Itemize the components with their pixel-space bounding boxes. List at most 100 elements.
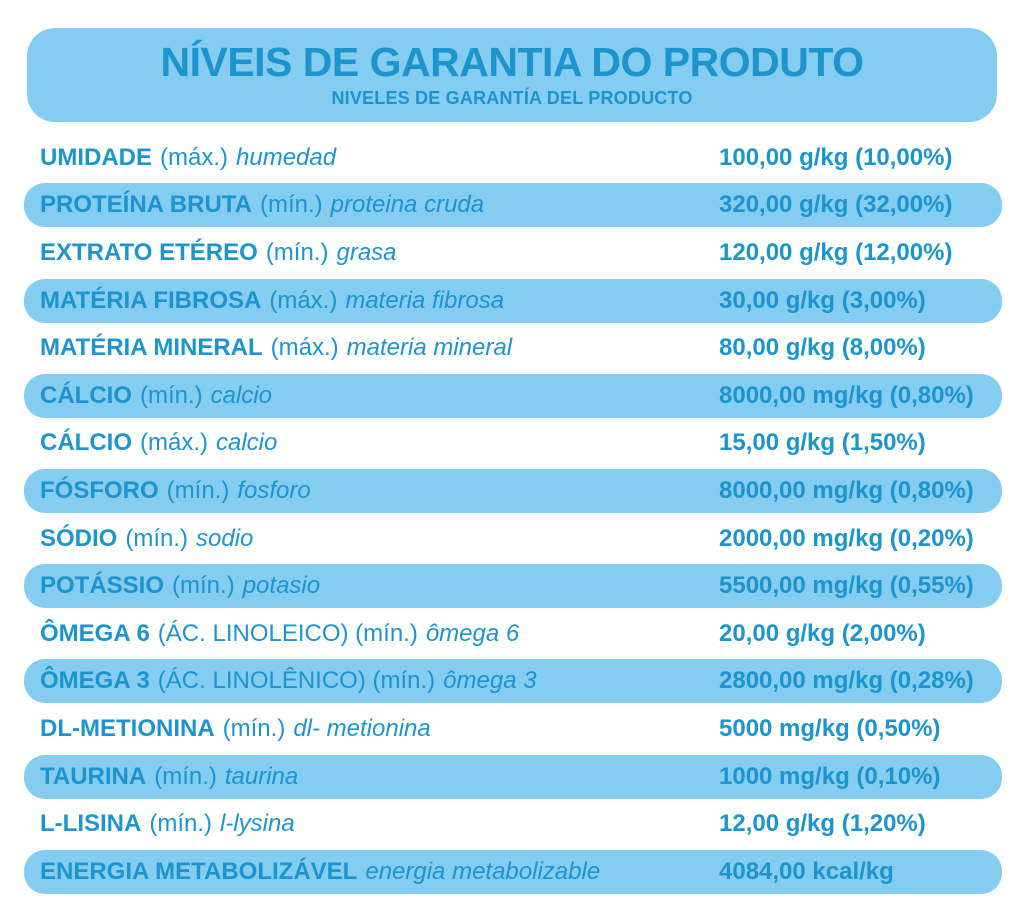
nutrient-qualifier: (máx.): [270, 334, 339, 362]
nutrient-name: FÓSFORO: [40, 476, 159, 504]
table-row: SÓDIO (mín.) sodio 2000,00 mg/kg (0,20%): [0, 515, 1024, 563]
nutrient-translation: energia metabolizable: [365, 857, 601, 885]
nutrient-qualifier: (mín.): [140, 381, 203, 409]
page-title: NÍVEIS DE GARANTIA DO PRODUTO: [160, 38, 864, 85]
nutrient-qualifier: (mín.): [172, 572, 235, 600]
nutrient-translation: materia fibrosa: [345, 286, 505, 314]
nutrient-qualifier: (mín.): [149, 810, 212, 838]
nutrient-label: UMIDADE (máx.) humedad: [40, 134, 336, 182]
nutrient-label: FÓSFORO (mín.) fosforo: [40, 467, 311, 515]
nutrient-name: ENERGIA METABOLIZÁVEL: [40, 857, 358, 885]
nutrient-name: SÓDIO: [40, 524, 118, 552]
nutrient-translation: ômega 6: [425, 619, 520, 647]
nutrient-qualifier: (ÁC. LINOLÊNICO) (mín.): [157, 667, 436, 695]
table-row: UMIDADE (máx.) humedad 100,00 g/kg (10,0…: [0, 134, 1024, 182]
table-row: MATÉRIA FIBROSA (máx.) materia fibrosa 3…: [0, 277, 1024, 325]
nutrient-translation: grasa: [336, 238, 397, 266]
nutrient-name: MATÉRIA FIBROSA: [40, 286, 262, 314]
nutrient-translation: materia mineral: [346, 334, 513, 362]
nutrient-label: MATÉRIA FIBROSA (máx.) materia fibrosa: [40, 277, 504, 325]
nutrient-name: EXTRATO ETÉREO: [40, 238, 258, 266]
nutrient-qualifier: (máx.): [140, 429, 208, 457]
nutrient-qualifier: (mín.): [154, 762, 217, 790]
table-row: DL-METIONINA (mín.) dl- metionina 5000 m…: [0, 705, 1024, 753]
nutrient-value: 15,00 g/kg (1,50%): [719, 429, 926, 457]
nutrient-name: PROTEÍNA BRUTA: [40, 191, 252, 219]
nutrient-qualifier: (ÁC. LINOLEICO) (mín.): [157, 619, 418, 647]
nutrient-translation: humedad: [236, 143, 337, 171]
nutrient-value: 120,00 g/kg (12,00%): [719, 238, 953, 266]
nutrient-translation: ômega 3: [443, 667, 537, 695]
nutrient-qualifier: (máx.): [269, 286, 338, 314]
nutrient-label: ENERGIA METABOLIZÁVEL energia metaboliza…: [40, 848, 600, 896]
nutrient-value: 100,00 g/kg (10,00%): [719, 143, 953, 171]
nutrient-translation: proteina cruda: [330, 191, 485, 219]
table-row: MATÉRIA MINERAL (máx.) materia mineral 8…: [0, 324, 1024, 372]
nutrient-name: ÔMEGA 3: [40, 667, 150, 695]
table-row: POTÁSSIO (mín.) potasio 5500,00 mg/kg (0…: [0, 562, 1024, 610]
nutrient-value: 1000 mg/kg (0,10%): [719, 762, 941, 790]
nutrient-value: 5500,00 mg/kg (0,55%): [719, 572, 974, 600]
nutrient-label: TAURINA (mín.) taurina: [40, 753, 298, 801]
nutrient-value: 20,00 g/kg (2,00%): [719, 619, 926, 647]
nutrient-label: EXTRATO ETÉREO (mín.) grasa: [40, 229, 397, 277]
nutrient-name: TAURINA: [40, 762, 147, 790]
nutrient-label: DL-METIONINA (mín.) dl- metionina: [40, 705, 431, 753]
table-row: CÁLCIO (mín.) calcio 8000,00 mg/kg (0,80…: [0, 372, 1024, 420]
table-row: ÔMEGA 6 (ÁC. LINOLEICO) (mín.) ômega 6 2…: [0, 610, 1024, 658]
nutrient-value: 12,00 g/kg (1,20%): [719, 810, 926, 838]
table-row: ENERGIA METABOLIZÁVEL energia metaboliza…: [0, 848, 1024, 896]
nutrient-translation: sodio: [196, 524, 254, 552]
nutrient-qualifier: (mín.): [125, 524, 189, 552]
table-row: TAURINA (mín.) taurina 1000 mg/kg (0,10%…: [0, 753, 1024, 801]
nutrient-name: CÁLCIO: [40, 429, 132, 457]
nutrient-label: MATÉRIA MINERAL (máx.) materia mineral: [40, 324, 512, 372]
table-row: PROTEÍNA BRUTA (mín.) proteina cruda 320…: [0, 182, 1024, 230]
nutrient-qualifier: (máx.): [160, 143, 228, 171]
nutrient-label: PROTEÍNA BRUTA (mín.) proteina cruda: [40, 182, 484, 230]
nutrient-value: 5000 mg/kg (0,50%): [719, 714, 941, 742]
nutrient-name: CÁLCIO: [40, 381, 132, 409]
nutrient-translation: potasio: [242, 572, 321, 600]
guarantee-header: NÍVEIS DE GARANTIA DO PRODUTO NIVELES DE…: [27, 28, 997, 122]
table-row: CÁLCIO (máx.) calcio 15,00 g/kg (1,50%): [0, 420, 1024, 468]
nutrient-label: L-LISINA (mín.) l-lysina: [40, 800, 295, 848]
nutrient-translation: calcio: [210, 381, 273, 409]
nutrient-value: 8000,00 mg/kg (0,80%): [719, 381, 974, 409]
nutrient-translation: calcio: [216, 429, 278, 457]
nutrient-value: 80,00 g/kg (8,00%): [719, 334, 926, 362]
nutrient-translation: fosforo: [237, 476, 311, 504]
nutrient-translation: taurina: [224, 762, 299, 790]
table-row: EXTRATO ETÉREO (mín.) grasa 120,00 g/kg …: [0, 229, 1024, 277]
nutrient-qualifier: (mín.): [166, 476, 230, 504]
nutrient-name: MATÉRIA MINERAL: [40, 334, 263, 362]
nutrient-value: 30,00 g/kg (3,00%): [719, 286, 926, 314]
nutrient-name: ÔMEGA 6: [40, 619, 150, 647]
nutrient-qualifier: (mín.): [265, 238, 329, 266]
nutrient-label: CÁLCIO (máx.) calcio: [40, 420, 277, 468]
nutrient-label: POTÁSSIO (mín.) potasio: [40, 562, 320, 610]
table-row: FÓSFORO (mín.) fosforo 8000,00 mg/kg (0,…: [0, 467, 1024, 515]
nutrient-value: 8000,00 mg/kg (0,80%): [719, 476, 974, 504]
nutrient-qualifier: (mín.): [222, 714, 286, 742]
nutrient-label: CÁLCIO (mín.) calcio: [40, 372, 272, 420]
nutrient-label: ÔMEGA 3 (ÁC. LINOLÊNICO) (mín.) ômega 3: [40, 658, 537, 706]
page-subtitle: NIVELES DE GARANTÍA DEL PRODUCTO: [331, 88, 693, 109]
nutrient-qualifier: (mín.): [260, 191, 323, 219]
nutrient-label: SÓDIO (mín.) sodio: [40, 515, 253, 563]
nutrient-translation: dl- metionina: [293, 714, 431, 742]
nutrient-name: DL-METIONINA: [40, 714, 215, 742]
nutrient-value: 320,00 g/kg (32,00%): [719, 191, 953, 219]
nutrient-translation: l-lysina: [220, 810, 295, 838]
nutrient-label: ÔMEGA 6 (ÁC. LINOLEICO) (mín.) ômega 6: [40, 610, 519, 658]
nutrient-name: UMIDADE: [40, 143, 152, 171]
nutrient-name: POTÁSSIO: [40, 572, 165, 600]
nutrient-value: 4084,00 kcal/kg: [719, 857, 894, 885]
nutrient-value: 2000,00 mg/kg (0,20%): [719, 524, 974, 552]
table-row: ÔMEGA 3 (ÁC. LINOLÊNICO) (mín.) ômega 3 …: [0, 658, 1024, 706]
nutrient-name: L-LISINA: [40, 810, 142, 838]
table-row: L-LISINA (mín.) l-lysina 12,00 g/kg (1,2…: [0, 800, 1024, 848]
guarantee-table: UMIDADE (máx.) humedad 100,00 g/kg (10,0…: [0, 134, 1024, 896]
nutrient-value: 2800,00 mg/kg (0,28%): [719, 667, 974, 695]
